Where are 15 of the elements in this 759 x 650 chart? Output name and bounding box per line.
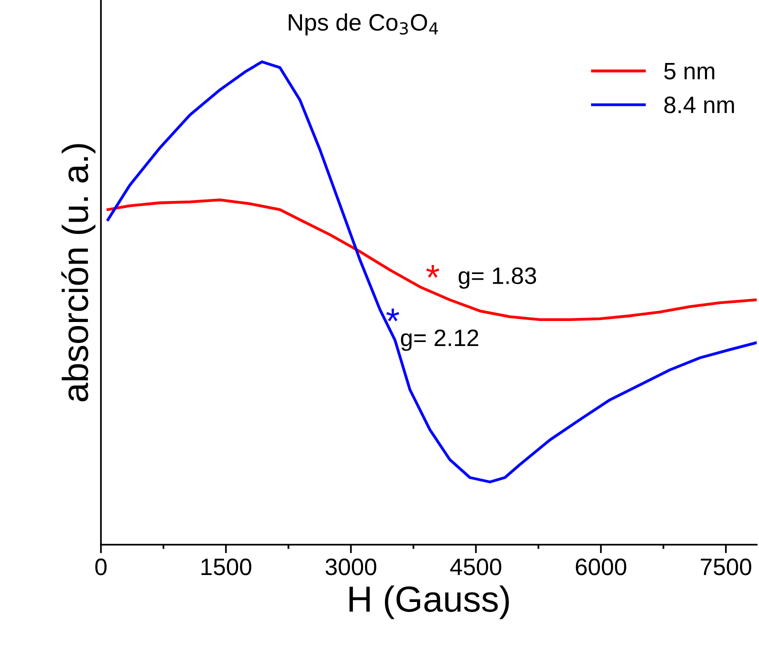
chart-title: Nps de Co$_{3}$O$_{4}$ — [288, 13, 438, 36]
x-tick-label: 0 — [95, 558, 107, 576]
x-tick-label: 6000 — [576, 558, 626, 576]
x-tick-label: 4500 — [450, 558, 502, 576]
legend-label: 5 nm — [664, 62, 714, 80]
x-tick-label: 7500 — [700, 558, 752, 576]
x-axis-title: H (Gauss) — [350, 585, 509, 620]
y-axis-title: absorción (u. a.) — [61, 144, 96, 402]
annotation: * — [426, 265, 440, 278]
annotation: g= 1.83 — [458, 267, 536, 289]
x-tick-label: 1500 — [201, 558, 252, 576]
legend-label: 8.4 nm — [664, 96, 734, 114]
x-tick-label: 3000 — [326, 558, 376, 576]
annotation: * — [386, 308, 400, 322]
annotation: g= 2.12 — [400, 330, 478, 351]
